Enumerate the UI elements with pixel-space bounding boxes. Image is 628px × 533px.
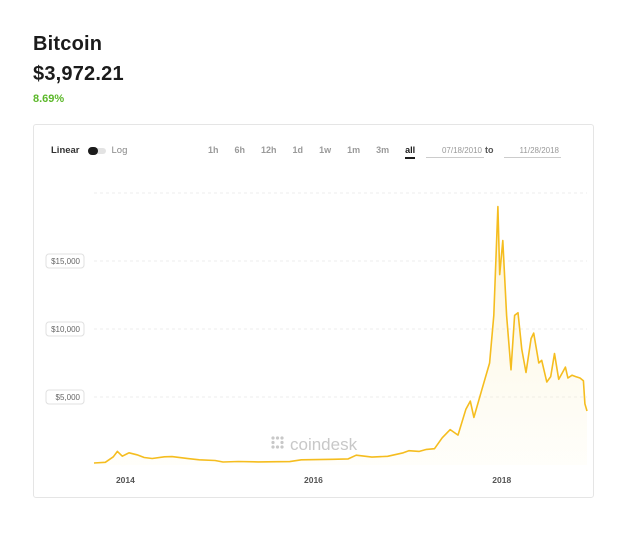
price-change: 8.69% xyxy=(33,93,65,105)
coindesk-logo-icon xyxy=(271,436,284,449)
y-tick: $15,000 xyxy=(45,253,85,269)
scale-switch[interactable] xyxy=(87,146,106,155)
range-tab-12h[interactable]: 12h xyxy=(261,145,277,155)
y-tick: $5,000 xyxy=(45,389,85,405)
y-tick-label: $15,000 xyxy=(51,257,80,266)
coindesk-wordmark: coindesk xyxy=(290,435,358,454)
scale-log-label[interactable]: Log xyxy=(111,145,128,156)
x-tick-label: 2014 xyxy=(116,475,135,485)
range-tab-all[interactable]: all xyxy=(405,145,416,159)
range-tab-1w[interactable]: 1w xyxy=(319,145,332,155)
range-tab-1d[interactable]: 1d xyxy=(292,145,304,155)
price-area xyxy=(94,206,587,465)
price-line xyxy=(93,205,588,464)
x-tick-label: 2016 xyxy=(304,475,323,485)
time-range-tabs: 1h 6h 12h 1d 1w 1m 3m all xyxy=(208,145,431,159)
x-axis-ticks: 2014 2016 2018 xyxy=(116,475,512,485)
date-separator: to xyxy=(485,145,494,155)
y-axis-ticks: $5,000 $10,000 $15,000 xyxy=(45,253,85,405)
scale-toggle[interactable]: Linear Log xyxy=(51,145,127,156)
coindesk-watermark: coindesk xyxy=(271,435,358,454)
y-tick-label: $5,000 xyxy=(56,393,81,402)
x-tick-label: 2018 xyxy=(492,475,511,485)
range-tab-1m[interactable]: 1m xyxy=(347,145,361,155)
y-tick: $10,000 xyxy=(45,321,85,337)
range-tab-1h[interactable]: 1h xyxy=(208,145,219,155)
chart-card: Linear Log 1h 6h 12h 1d 1w 1m 3m all 07/18/2010… xyxy=(33,124,594,498)
y-tick-box xyxy=(45,389,85,405)
price-chart[interactable]: $5,000 $10,000 $15,000 2014 2016 2018 coinde… xyxy=(34,125,595,499)
range-tab-3m[interactable]: 3m xyxy=(376,145,390,155)
coin-name: Bitcoin xyxy=(33,33,103,55)
y-tick-box xyxy=(45,321,85,337)
y-tick-box xyxy=(45,253,85,269)
scale-linear-label[interactable]: Linear xyxy=(51,145,80,156)
date-from-field[interactable]: 07/18/2010 xyxy=(426,146,484,158)
coin-price: $3,972.21 xyxy=(33,63,124,85)
scale-switch-knob xyxy=(87,146,98,155)
y-tick-label: $10,000 xyxy=(51,325,80,334)
range-tab-6h[interactable]: 6h xyxy=(234,145,246,155)
date-to-field[interactable]: 11/28/2018 xyxy=(504,146,561,158)
